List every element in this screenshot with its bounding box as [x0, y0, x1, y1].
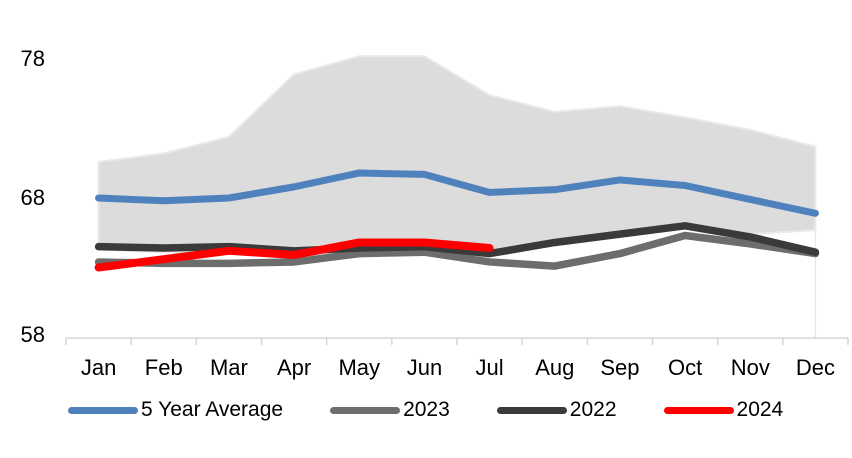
x-axis-label-feb: Feb [144, 355, 183, 380]
series-line-5-year-average [95, 169, 819, 217]
x-axis-label-nov: Nov [730, 355, 770, 380]
legend-label-2024: 2024 [736, 398, 784, 421]
legend-label-2022: 2022 [569, 398, 617, 421]
x-axis-label-apr: Apr [276, 355, 312, 380]
legend-swatch-2023-icon [330, 406, 401, 414]
legend-label-2023: 2023 [403, 398, 450, 421]
x-axis-label-dec: Dec [795, 355, 836, 380]
series-line-2023 [94, 231, 820, 270]
legend-swatch-5-year-average-icon [68, 406, 138, 414]
series-line-2022 [94, 222, 820, 258]
x-axis-label-oct: Oct [668, 355, 703, 380]
y-axis-label-58: 58 [20, 322, 45, 347]
x-axis-label-aug: Aug [535, 355, 575, 380]
legend-item-2023: 2023 [330, 396, 450, 424]
legend-swatch-2024-icon [663, 406, 734, 414]
x-axis-label-jun: Jun [406, 355, 443, 380]
series-line-2024 [94, 238, 494, 272]
legend-swatch-2022-icon [496, 406, 567, 414]
legend-label-5-year-average: 5 Year Average [141, 398, 284, 421]
x-axis-labels: Jan Feb Mar Apr May Jun Jul Aug Sep Oct … [66, 354, 848, 382]
x-axis-label-jan: Jan [80, 355, 117, 380]
legend-item-2022: 2022 [496, 396, 617, 424]
x-axis-label-jul: Jul [475, 355, 504, 380]
y-axis-label-68: 68 [20, 185, 45, 210]
x-axis-label-mar: Mar [209, 355, 248, 380]
y-axis-label-78: 78 [20, 46, 45, 71]
legend-item-5-year-average: 5 Year Average [68, 396, 283, 424]
x-axis-label-sep: Sep [600, 355, 640, 380]
legend: 5 Year Average 2023 2022 2024 [68, 396, 783, 424]
x-axis-label-may: May [338, 355, 381, 380]
legend-item-2024: 2024 [663, 396, 784, 424]
